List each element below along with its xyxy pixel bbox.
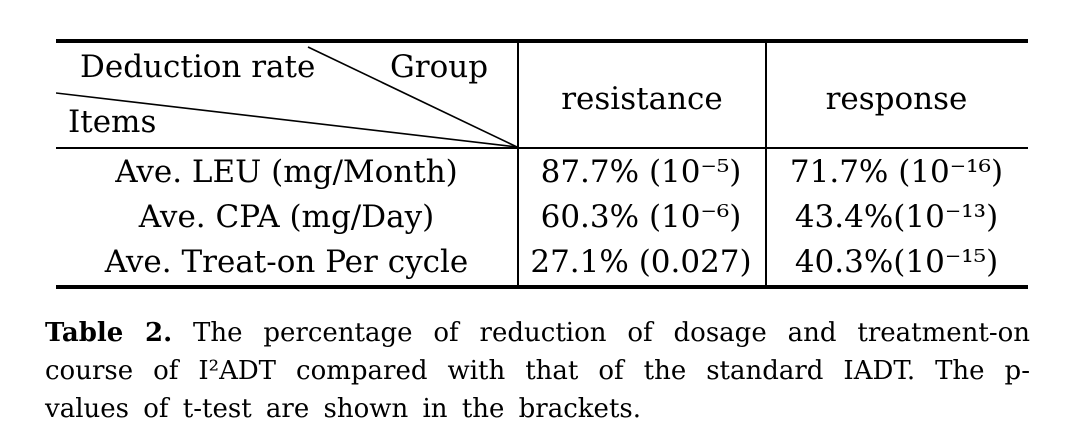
header-group-label: Group (390, 49, 489, 85)
header-diagonal-lines (56, 46, 518, 147)
header-deduction-rate-label: Deduction rate (80, 49, 316, 85)
cell-leu-response: 71.7% (10⁻¹⁶) (789, 154, 1004, 190)
cell-treat-on-response: 40.3%(10⁻¹⁵) (794, 244, 999, 280)
cell-treat-on-resistance: 27.1% (0.027) (530, 244, 752, 280)
table-header-bottom-rule (56, 147, 1028, 149)
column-divider-2 (765, 39, 767, 289)
column-header-response: response (825, 81, 968, 117)
column-divider-1 (517, 39, 519, 289)
row-label-treat-on: Ave. Treat-on Per cycle (104, 244, 469, 280)
row-label-leu: Ave. LEU (mg/Month) (115, 154, 458, 190)
cell-cpa-response: 43.4%(10⁻¹³) (794, 199, 999, 235)
table-caption-label: Table 2. (45, 318, 173, 348)
table-bottom-rule (56, 285, 1028, 289)
column-header-resistance: resistance (561, 81, 723, 117)
table-top-rule (56, 39, 1028, 43)
cell-cpa-resistance: 60.3% (10⁻⁶) (540, 199, 742, 235)
header-items-label: Items (68, 104, 157, 140)
table-caption: Table 2. The percentage of reduction of … (45, 314, 1030, 428)
table-caption-text: The percentage of reduction of dosage an… (45, 318, 1030, 424)
cell-leu-resistance: 87.7% (10⁻⁵) (540, 154, 742, 190)
row-label-cpa: Ave. CPA (mg/Day) (138, 199, 435, 235)
